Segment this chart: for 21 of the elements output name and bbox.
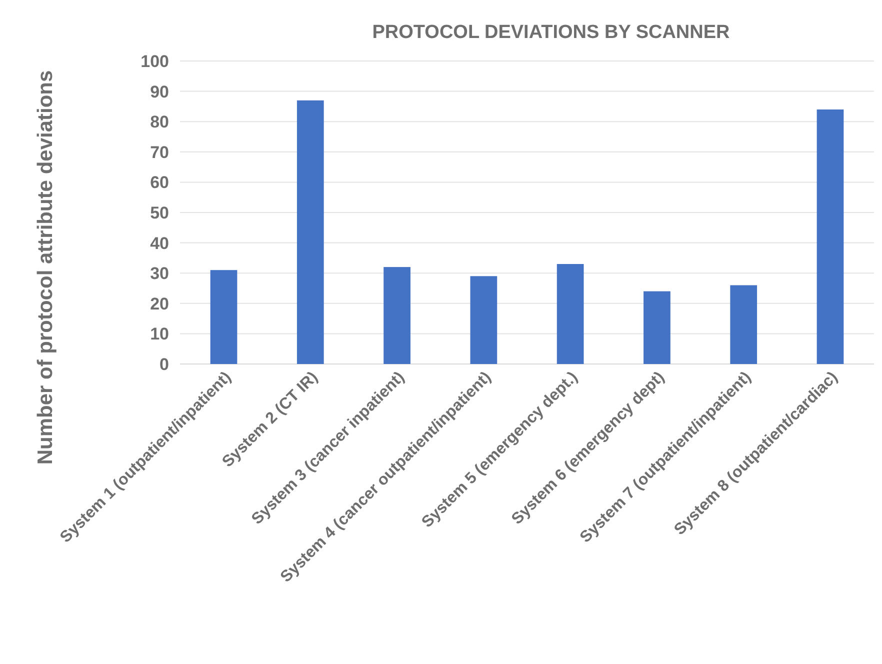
bar: [644, 291, 670, 364]
y-tick-label: 30: [150, 264, 169, 284]
bar: [730, 285, 758, 364]
bar: [556, 264, 584, 364]
y-axis-title: Number of protocol attribute deviations: [34, 70, 57, 465]
y-tick-label: 70: [150, 142, 169, 162]
y-tick-label: 20: [150, 294, 169, 314]
y-tick-label: 80: [150, 112, 169, 132]
y-tick-label: 60: [150, 173, 169, 192]
bar: [470, 276, 498, 364]
bar: [816, 109, 844, 364]
y-tick-label: 10: [150, 324, 169, 344]
y-tick-label: 40: [150, 234, 169, 253]
y-tick-label: 50: [150, 203, 169, 222]
bar: [296, 100, 324, 364]
y-tick-label: 100: [140, 52, 169, 71]
bar: [384, 267, 410, 364]
y-tick-label: 0: [160, 354, 169, 374]
chart-title: PROTOCOL DEVIATIONS BY SCANNER: [372, 22, 730, 43]
bar: [210, 270, 238, 364]
y-tick-label: 90: [150, 82, 169, 102]
